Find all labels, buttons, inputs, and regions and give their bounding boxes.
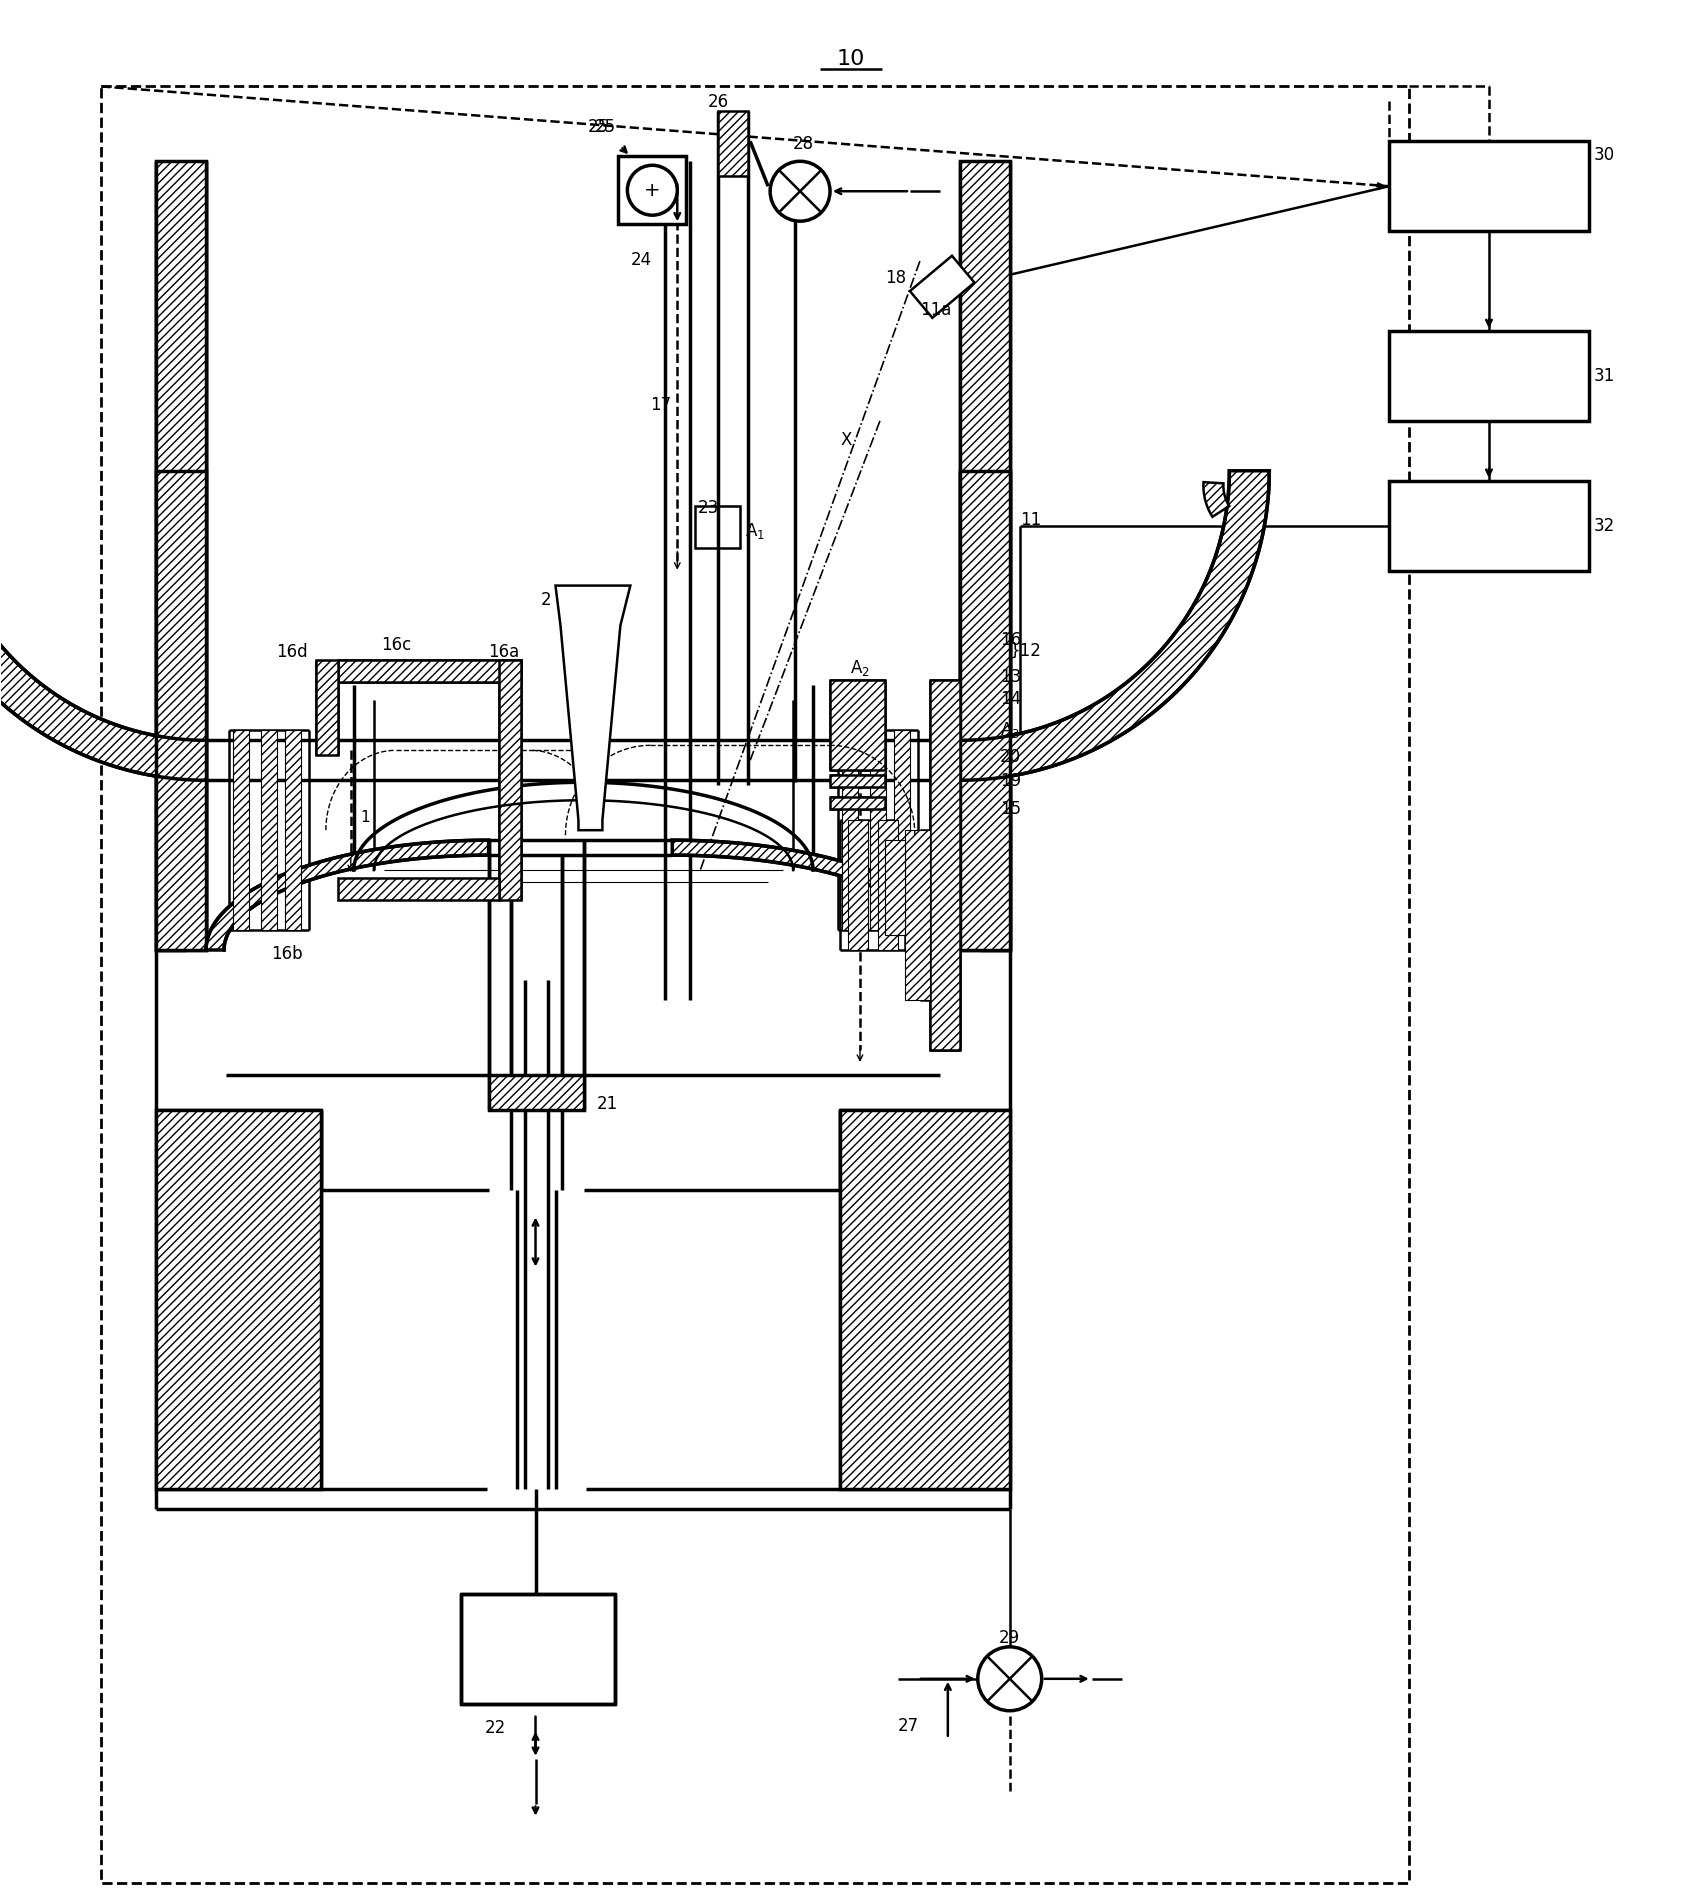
Text: 11a: 11a (919, 301, 951, 320)
Text: 22: 22 (485, 1718, 505, 1737)
Text: 20: 20 (999, 749, 1021, 766)
Text: 14: 14 (999, 691, 1021, 708)
Bar (929, 681, 960, 1050)
Polygon shape (960, 471, 1270, 780)
Text: 16d: 16d (276, 643, 308, 662)
Polygon shape (1203, 482, 1229, 517)
Bar (1389, 331, 1588, 420)
Bar (284, 730, 301, 931)
Bar (157, 161, 206, 950)
Bar (905, 831, 929, 999)
Bar (157, 1111, 322, 1489)
Bar (718, 112, 749, 176)
Bar (894, 730, 911, 931)
Bar (960, 161, 1009, 950)
Bar (878, 821, 899, 950)
Text: 19: 19 (999, 772, 1021, 791)
Text: 2: 2 (541, 590, 551, 609)
Bar (842, 730, 858, 931)
Text: 16c: 16c (381, 636, 410, 653)
Text: 25: 25 (587, 119, 609, 136)
Circle shape (977, 1646, 1042, 1710)
Bar (870, 730, 887, 931)
Bar (260, 730, 277, 931)
Bar (1389, 481, 1588, 571)
Text: +: + (643, 182, 660, 201)
Bar (618, 157, 686, 223)
Text: A$_3$: A$_3$ (999, 721, 1019, 740)
Bar (233, 730, 248, 931)
Bar (911, 255, 975, 318)
Bar (1389, 142, 1588, 231)
Text: A$_2$: A$_2$ (849, 658, 870, 679)
Text: 16: 16 (999, 630, 1021, 649)
Polygon shape (672, 840, 960, 950)
Bar (831, 797, 885, 810)
Text: A$_1$: A$_1$ (745, 520, 766, 541)
Text: }12: }12 (1009, 641, 1042, 660)
Polygon shape (0, 471, 206, 780)
Text: 21: 21 (596, 1095, 618, 1112)
Polygon shape (555, 587, 630, 831)
Text: 16b: 16b (271, 944, 303, 963)
Text: 18: 18 (885, 269, 905, 288)
Bar (157, 471, 206, 950)
Bar (841, 1111, 1009, 1489)
Text: 17: 17 (650, 395, 672, 414)
Text: 10: 10 (837, 49, 865, 70)
Text: 23: 23 (698, 499, 720, 517)
Text: 15: 15 (999, 800, 1021, 817)
Bar (100, 87, 1409, 1883)
Text: 11: 11 (1019, 511, 1042, 528)
Bar (885, 840, 905, 935)
Text: 31: 31 (1593, 367, 1615, 384)
Text: 24: 24 (630, 252, 652, 269)
Polygon shape (206, 840, 488, 950)
Bar (831, 681, 885, 770)
Text: 13: 13 (999, 668, 1021, 687)
Bar (337, 660, 521, 683)
Bar (848, 821, 868, 950)
Text: 30: 30 (1593, 146, 1615, 165)
Bar (461, 1593, 616, 1705)
Bar (499, 660, 521, 901)
Text: 28: 28 (793, 136, 814, 153)
Text: X: X (841, 431, 851, 448)
Circle shape (769, 161, 831, 221)
Bar (317, 660, 337, 755)
Text: 26: 26 (708, 93, 728, 112)
Text: 29: 29 (999, 1629, 1019, 1646)
Text: 27: 27 (897, 1716, 919, 1735)
Bar (488, 1075, 584, 1111)
Bar (694, 505, 740, 547)
Text: 25: 25 (594, 119, 616, 136)
Text: 1: 1 (361, 810, 371, 825)
Bar (337, 878, 499, 901)
Text: 16a: 16a (488, 643, 519, 662)
Bar (831, 776, 885, 787)
Bar (960, 471, 1009, 950)
Text: 32: 32 (1593, 517, 1615, 535)
